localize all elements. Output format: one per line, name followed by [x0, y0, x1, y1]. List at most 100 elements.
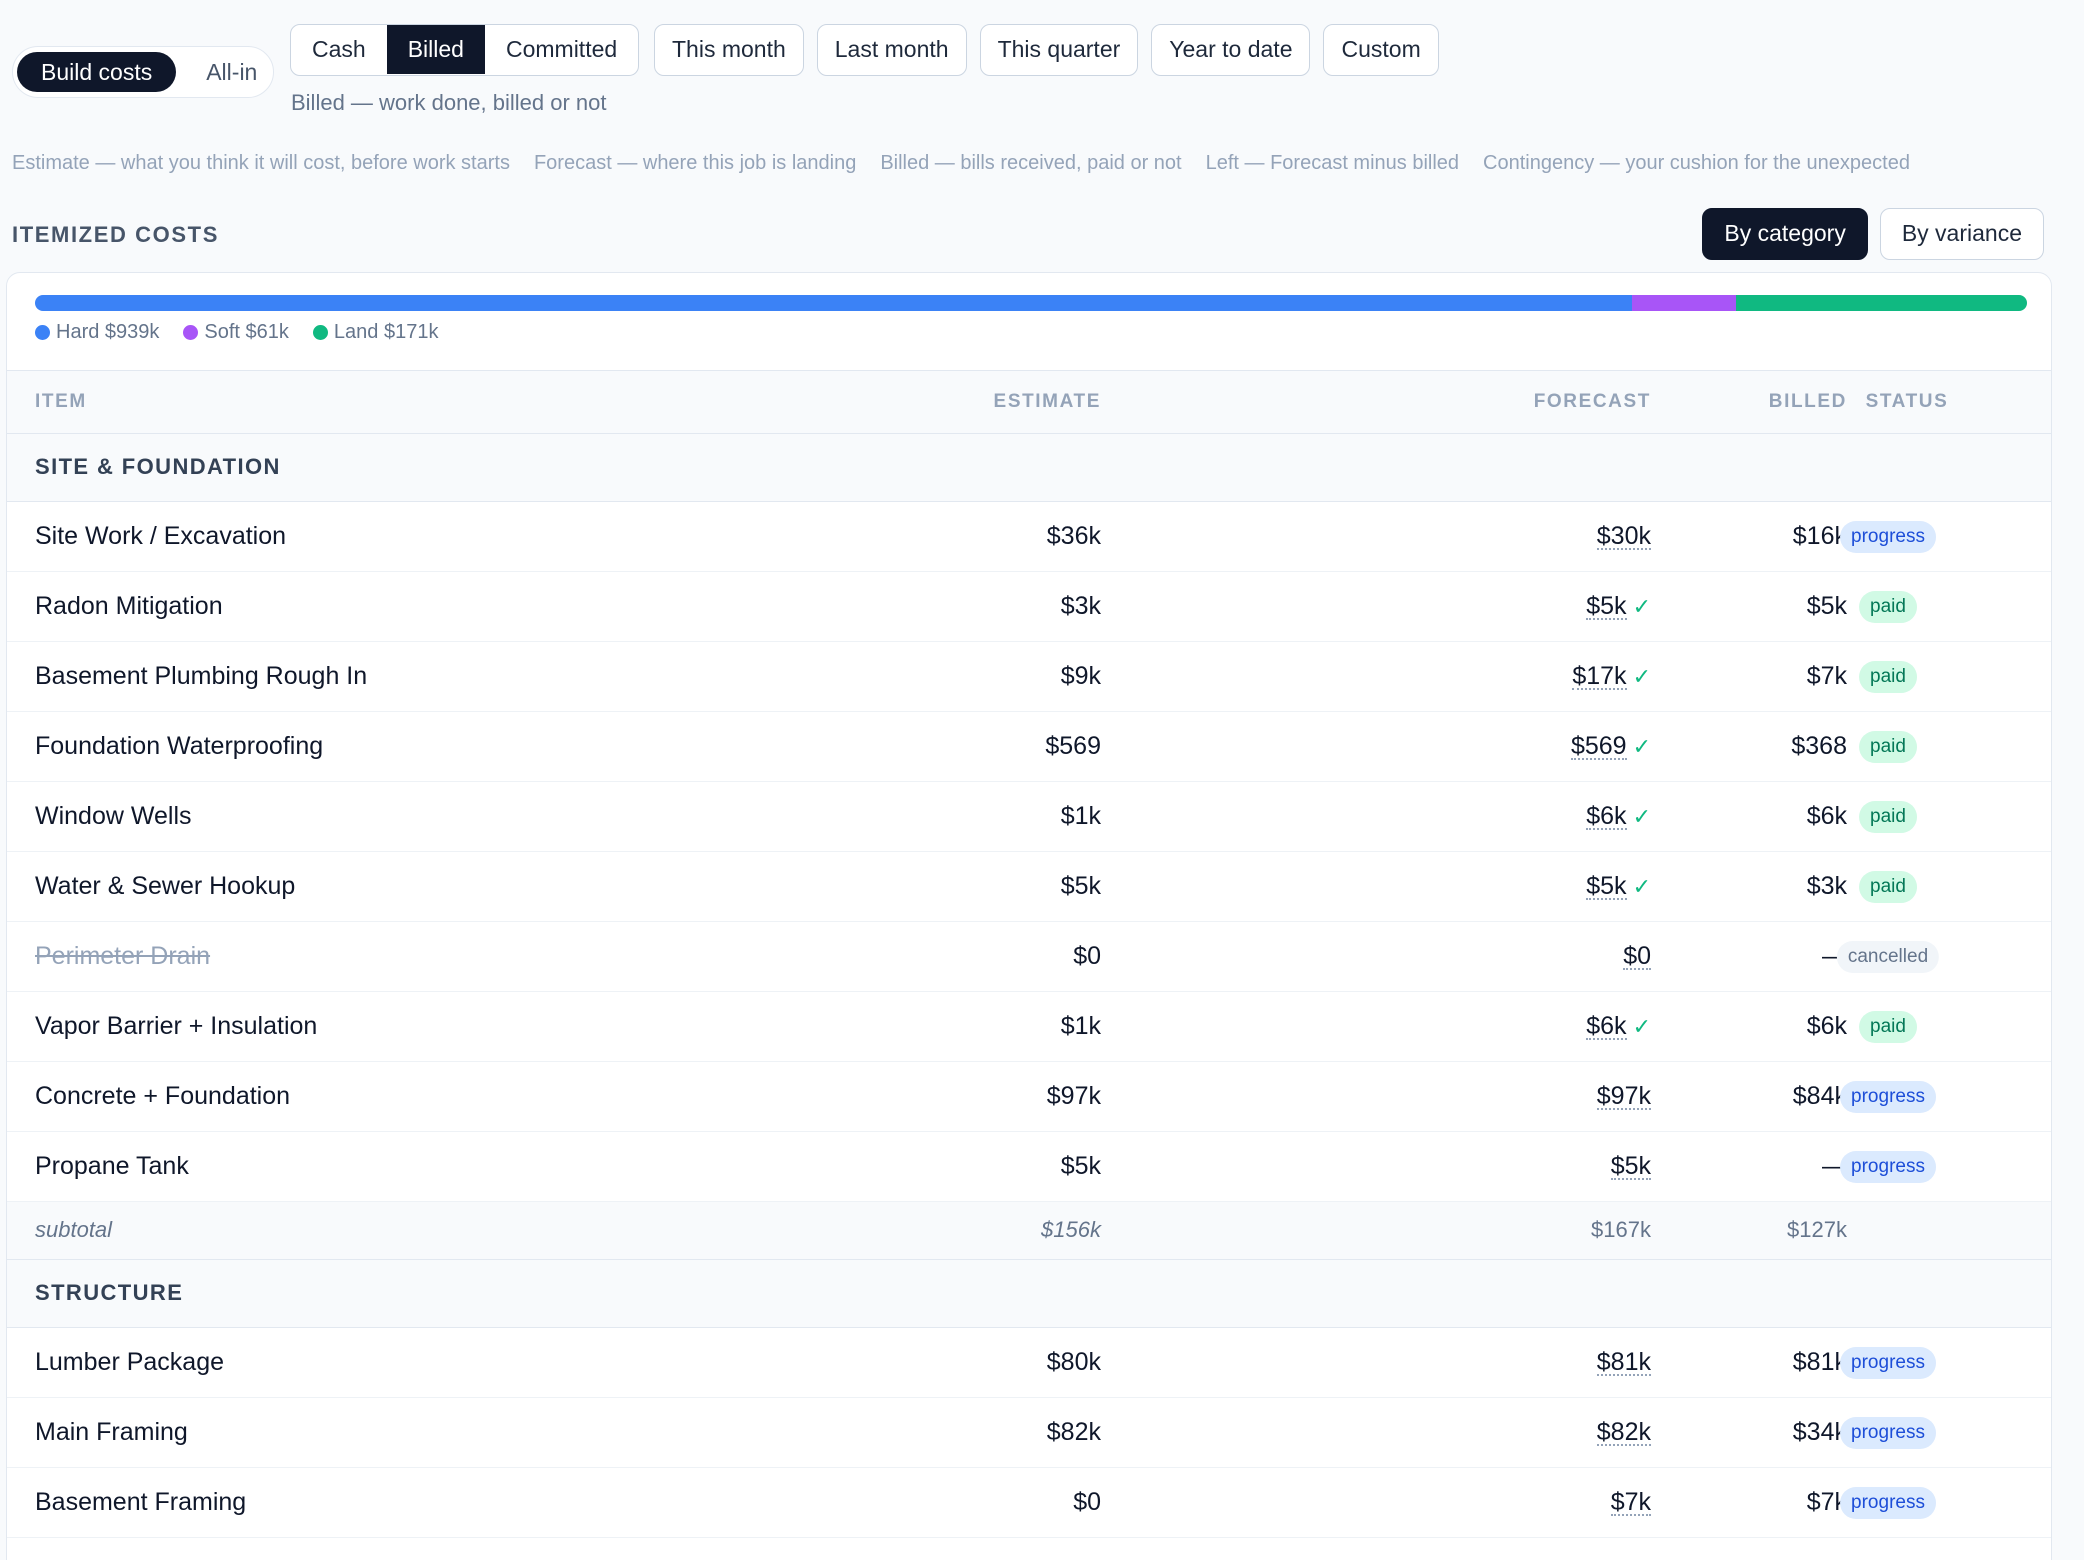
- basis-option-billed[interactable]: Billed: [386, 25, 485, 74]
- subtotal-label: subtotal: [35, 1217, 113, 1242]
- billed-value: $5k: [1806, 592, 1847, 620]
- status-badge: progress: [1840, 1417, 1936, 1449]
- forecast-cell[interactable]: $6k ✓: [1586, 782, 1651, 851]
- forecast-value[interactable]: $5k: [1610, 1152, 1651, 1180]
- column-header-item: ITEM: [35, 391, 87, 412]
- item-name: Foundation Waterproofing: [35, 732, 324, 760]
- item-name: Perimeter Drain: [35, 942, 211, 970]
- basis-option-cash[interactable]: Cash: [312, 36, 366, 62]
- category-row[interactable]: SITE & FOUNDATION: [7, 434, 2051, 502]
- estimate-value: $0: [1073, 1488, 1101, 1516]
- forecast-cell[interactable]: $30k: [1596, 502, 1651, 570]
- itemized-costs-card: Hard $939k Soft $61k Land $171k ITEM ESTIM…: [6, 272, 2052, 1560]
- period-this-quarter-button[interactable]: This quarter: [979, 24, 1139, 76]
- check-icon: ✓: [1632, 1014, 1651, 1039]
- item-name: Main Framing: [35, 1418, 188, 1446]
- forecast-cell[interactable]: $6k ✓: [1586, 992, 1651, 1061]
- table-row[interactable]: Main Framing $82k $82k $34k progress: [7, 1398, 2051, 1468]
- status-badge: paid: [1859, 1011, 1917, 1043]
- period-custom-button[interactable]: Custom: [1323, 24, 1439, 76]
- item-name: Water & Sewer Hookup: [35, 872, 296, 900]
- table-row[interactable]: Water & Sewer Hookup $5k $5k ✓ $3k paid: [7, 852, 2051, 922]
- table-row[interactable]: Concrete + Foundation $97k $97k $84k progres…: [7, 1062, 2051, 1132]
- scope-toggle: Build costs All-in: [12, 46, 274, 98]
- forecast-value[interactable]: $5k: [1586, 872, 1627, 900]
- status-badge: paid: [1859, 871, 1917, 903]
- status-badge: progress: [1840, 1487, 1936, 1519]
- cost-mix-legend: Hard $939k Soft $61k Land $171k: [35, 321, 438, 344]
- forecast-value[interactable]: $7k: [1610, 1488, 1651, 1516]
- table-row[interactable]: Basement Framing $0 $7k $7k progress: [7, 1468, 2051, 1538]
- forecast-value[interactable]: $569: [1570, 732, 1627, 760]
- item-name: Window Wells: [35, 802, 192, 830]
- item-name: Basement Plumbing Rough In: [35, 662, 368, 690]
- view-by-variance-button[interactable]: By variance: [1879, 208, 2044, 260]
- basis-option-committed[interactable]: Committed: [505, 36, 618, 62]
- forecast-value[interactable]: $82k: [1596, 1418, 1651, 1446]
- estimate-value: $80k: [1046, 1348, 1101, 1376]
- period-last-month-button[interactable]: Last month: [816, 24, 967, 76]
- table-row[interactable]: Propane Tank $5k $5k — progress: [7, 1132, 2051, 1202]
- estimate-value: $9k: [1060, 662, 1101, 690]
- billed-value: $84k: [1792, 1082, 1847, 1110]
- category-row[interactable]: STRUCTURE: [7, 1260, 2051, 1328]
- forecast-cell[interactable]: $0: [1623, 922, 1651, 990]
- column-header-forecast: FORECAST: [1533, 391, 1651, 412]
- cost-mix-legend-item: Soft $61k: [183, 321, 289, 344]
- forecast-cell[interactable]: $82k: [1596, 1398, 1651, 1466]
- item-name: Propane Tank: [35, 1152, 189, 1180]
- cost-mix-legend-label: Soft $61k: [204, 321, 289, 343]
- estimate-value: $1k: [1060, 802, 1101, 830]
- forecast-value[interactable]: $81k: [1596, 1348, 1651, 1376]
- scope-option-build-costs[interactable]: Build costs: [17, 52, 177, 92]
- definition-forecast: Forecast — where this job is landing: [533, 152, 857, 174]
- forecast-cell[interactable]: $7k: [1610, 1468, 1651, 1536]
- forecast-value[interactable]: $97k: [1596, 1082, 1651, 1110]
- column-header-status: STATUS: [1865, 391, 1949, 412]
- cost-mix-legend-item: Hard $939k: [35, 321, 159, 344]
- estimate-value: $36k: [1046, 522, 1101, 550]
- billed-value: $16k: [1792, 522, 1847, 550]
- table-row[interactable]: Vapor Barrier + Insulation $1k $6k ✓ $6k paid: [7, 992, 2051, 1062]
- forecast-cell[interactable]: $97k: [1596, 1062, 1651, 1130]
- forecast-cell[interactable]: $5k ✓: [1586, 572, 1651, 641]
- status-badge: progress: [1840, 1347, 1936, 1379]
- period-this-month-button[interactable]: This month: [654, 24, 804, 76]
- category-label: SITE & FOUNDATION: [35, 454, 281, 479]
- check-icon: ✓: [1632, 804, 1651, 829]
- forecast-value[interactable]: $6k: [1586, 1012, 1627, 1040]
- view-by-category-button[interactable]: By category: [1702, 208, 1868, 260]
- cost-mix-segment-0: [35, 295, 1633, 311]
- status-badge: progress: [1840, 521, 1936, 553]
- forecast-cell[interactable]: $5k: [1610, 1132, 1651, 1200]
- status-badge: progress: [1840, 1081, 1936, 1113]
- forecast-value[interactable]: $30k: [1596, 522, 1651, 550]
- item-name: Radon Mitigation: [35, 592, 223, 620]
- table-row[interactable]: Window Wells $1k $6k ✓ $6k paid: [7, 782, 2051, 852]
- forecast-cell[interactable]: $569 ✓: [1570, 712, 1651, 781]
- forecast-value[interactable]: $17k: [1572, 662, 1627, 690]
- check-icon: ✓: [1632, 734, 1651, 759]
- basis-hint: Billed — work done, billed or not: [291, 90, 607, 115]
- status-badge: paid: [1859, 591, 1917, 623]
- billed-value: $6k: [1806, 802, 1847, 830]
- period-year-to-date-button[interactable]: Year to date: [1151, 24, 1311, 76]
- forecast-cell[interactable]: $5k ✓: [1586, 852, 1651, 921]
- scope-option-all-in[interactable]: All-in: [206, 59, 258, 85]
- section-title: ITEMIZED COSTS: [12, 222, 219, 247]
- definition-estimate: Estimate — what you think it will cost, …: [12, 152, 510, 174]
- billed-value: $81k: [1792, 1348, 1847, 1376]
- table-row[interactable]: Lumber Package $80k $81k $81k progress: [7, 1328, 2051, 1398]
- forecast-value[interactable]: $6k: [1586, 802, 1627, 830]
- table-row[interactable]: Foundation Waterproofing $569 $569 ✓ $368 pai…: [7, 712, 2051, 782]
- definition-contingency: Contingency — your cushion for the unexp…: [1483, 152, 1910, 174]
- subtotal-row: subtotal $156k $167k $127k: [7, 1202, 2051, 1260]
- forecast-cell[interactable]: $17k ✓: [1572, 642, 1651, 711]
- forecast-cell[interactable]: $81k: [1596, 1328, 1651, 1396]
- table-row[interactable]: Basement Plumbing Rough In $9k $17k ✓ $7k pai…: [7, 642, 2051, 712]
- forecast-value[interactable]: $5k: [1586, 592, 1627, 620]
- forecast-value[interactable]: $0: [1623, 942, 1651, 970]
- table-row[interactable]: Site Work / Excavation $36k $30k $16k progre…: [7, 502, 2051, 572]
- table-row[interactable]: Radon Mitigation $3k $5k ✓ $5k paid: [7, 572, 2051, 642]
- table-row[interactable]: Perimeter Drain $0 $0— cancelled: [7, 922, 2051, 992]
